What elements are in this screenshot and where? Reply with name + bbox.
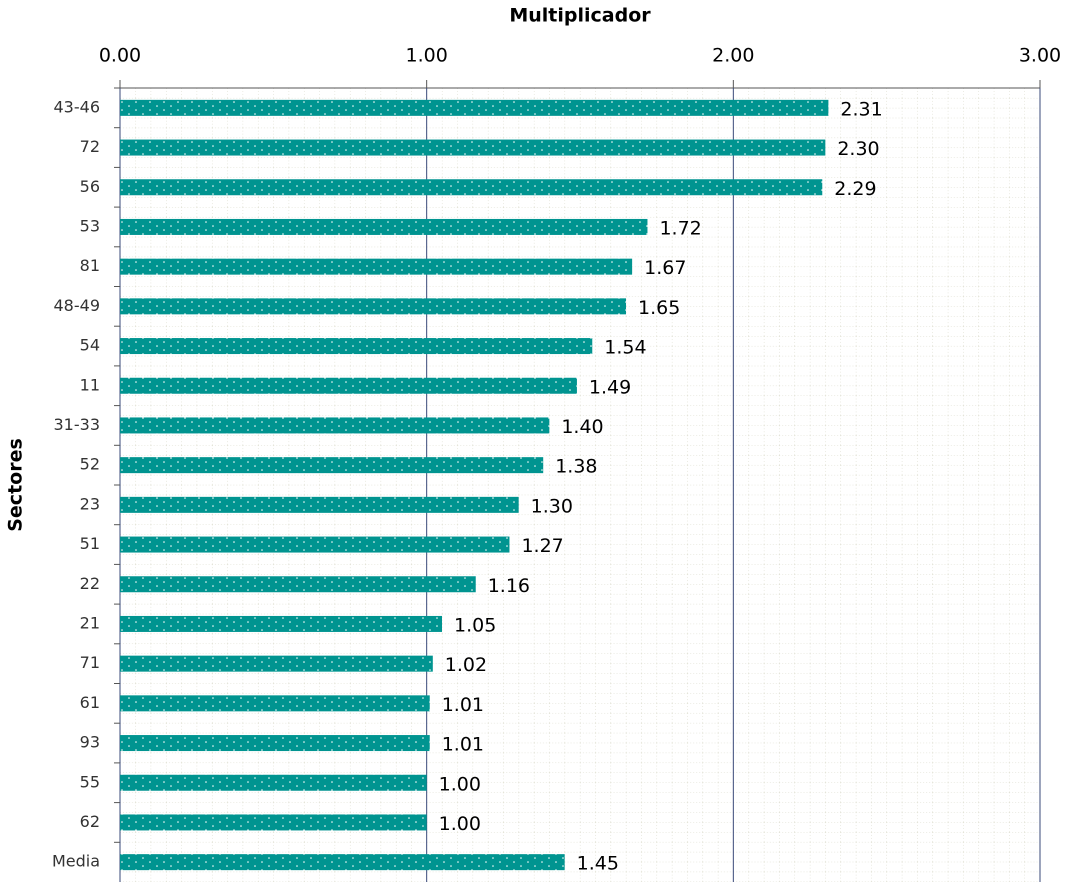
value-label: 1.72 xyxy=(659,217,701,239)
y-tick-label: 43-46 xyxy=(54,97,101,116)
value-label: 1.05 xyxy=(454,614,496,636)
bar xyxy=(120,298,626,315)
bar xyxy=(120,536,510,553)
bar xyxy=(120,774,427,791)
y-tick-label: 93 xyxy=(80,733,100,752)
value-label: 1.00 xyxy=(439,773,481,795)
value-label: 1.30 xyxy=(531,495,573,517)
y-tick-label: 21 xyxy=(80,613,100,632)
value-label: 1.16 xyxy=(488,575,530,597)
value-label: 1.67 xyxy=(644,257,686,279)
value-label: 1.65 xyxy=(638,297,680,319)
bar xyxy=(120,179,823,196)
bar xyxy=(120,655,433,672)
bar xyxy=(120,139,826,156)
value-label: 2.30 xyxy=(837,138,879,160)
x-tick-label: 3.00 xyxy=(1019,45,1061,67)
value-label: 1.40 xyxy=(561,416,603,438)
value-label: 1.01 xyxy=(442,734,484,756)
bar xyxy=(120,457,544,474)
y-tick-label: 52 xyxy=(80,455,100,474)
value-label: 1.38 xyxy=(555,456,597,478)
bar xyxy=(120,99,829,116)
y-axis-title: Sectores xyxy=(5,438,27,532)
y-tick-label: 62 xyxy=(80,812,100,831)
bar xyxy=(120,615,442,632)
y-tick-label: 55 xyxy=(80,772,100,791)
bar xyxy=(120,338,593,355)
bar xyxy=(120,854,565,871)
x-tick-label: 2.00 xyxy=(712,45,754,67)
bar xyxy=(120,576,476,593)
value-label: 1.01 xyxy=(442,694,484,716)
bar xyxy=(120,695,430,712)
y-tick-label: 81 xyxy=(80,256,100,275)
bar xyxy=(120,735,430,752)
x-tick-label: 0.00 xyxy=(99,45,141,67)
y-tick-label: 54 xyxy=(80,336,100,355)
y-tick-label: 71 xyxy=(80,653,100,672)
y-tick-label: 11 xyxy=(80,375,100,394)
value-label: 1.00 xyxy=(439,813,481,835)
y-tick-label: 72 xyxy=(80,137,100,156)
y-tick-label: Media xyxy=(52,852,100,871)
x-axis-title: Multiplicador xyxy=(509,5,651,27)
minor-grid xyxy=(120,88,1040,882)
y-tick-label: 31-33 xyxy=(54,415,101,434)
y-tick-label: 51 xyxy=(80,534,100,553)
y-tick-label: 48-49 xyxy=(54,296,101,315)
y-tick-label: 53 xyxy=(80,216,100,235)
value-label: 1.27 xyxy=(521,535,563,557)
bar xyxy=(120,417,550,434)
y-tick-label: 56 xyxy=(80,177,100,196)
bar xyxy=(120,258,633,275)
value-label: 1.45 xyxy=(577,853,619,875)
value-label: 2.29 xyxy=(834,178,876,200)
y-tick-label: 22 xyxy=(80,574,100,593)
y-tick-label: 23 xyxy=(80,494,100,513)
bar xyxy=(120,496,519,513)
bar xyxy=(120,814,427,831)
value-label: 1.02 xyxy=(445,654,487,676)
value-label: 1.54 xyxy=(604,337,646,359)
x-tick-label: 1.00 xyxy=(406,45,448,67)
bar xyxy=(120,218,648,235)
value-label: 1.49 xyxy=(589,376,631,398)
y-tick-label: 61 xyxy=(80,693,100,712)
bar xyxy=(120,377,577,394)
value-label: 2.31 xyxy=(840,98,882,120)
